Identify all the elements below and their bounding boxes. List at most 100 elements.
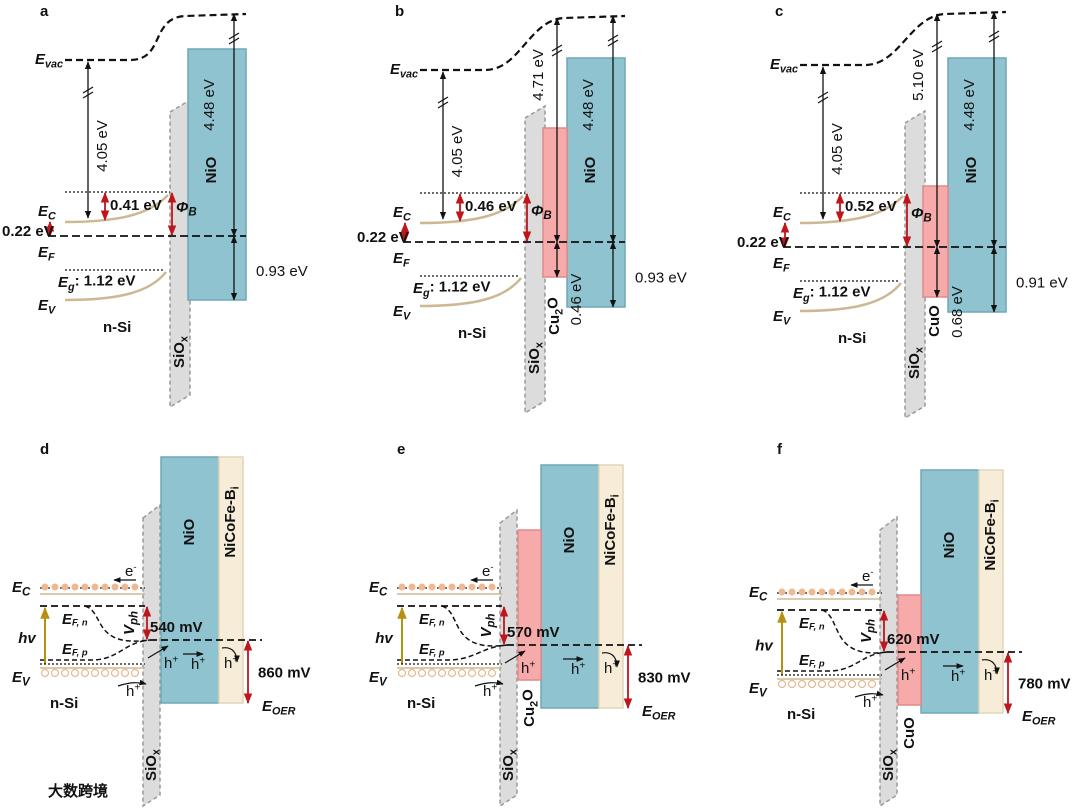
panel-letter: b bbox=[395, 3, 404, 20]
hole bbox=[120, 668, 130, 678]
label-main: Φ bbox=[531, 202, 544, 219]
label-main: E bbox=[773, 204, 784, 221]
axis-break bbox=[817, 96, 829, 104]
energy-label: 4.05 eV bbox=[829, 123, 846, 175]
band-label: EF, p bbox=[62, 641, 88, 658]
electron bbox=[808, 588, 816, 596]
label-main: E bbox=[642, 703, 653, 720]
vacuum-level-label: Evac bbox=[35, 51, 63, 70]
panel-letter: d bbox=[40, 441, 49, 458]
energy-label: 0.68 eV bbox=[949, 286, 966, 338]
label-subscript: F, p bbox=[429, 648, 445, 658]
label-main: E bbox=[262, 698, 273, 715]
label-main: E bbox=[12, 579, 23, 596]
photovoltage-label: Vph bbox=[478, 613, 498, 637]
electron bbox=[91, 583, 99, 591]
photovoltage-value: 540 mV bbox=[150, 619, 203, 636]
axis-break bbox=[437, 101, 449, 109]
label-subscript: V bbox=[403, 310, 411, 322]
photovoltage-value: 570 mV bbox=[507, 624, 560, 641]
carrier-label: e- bbox=[482, 562, 493, 580]
axis-break bbox=[551, 49, 563, 57]
axis-break bbox=[82, 86, 94, 94]
bandgap-label: Eg: 1.12 eV bbox=[413, 278, 491, 299]
hole bbox=[487, 668, 497, 678]
electron bbox=[41, 583, 49, 591]
label-superscript: + bbox=[491, 682, 497, 693]
label-subscript: 2 bbox=[528, 701, 540, 707]
electron bbox=[51, 583, 59, 591]
layer-label: SiOx bbox=[526, 342, 545, 374]
label-main: e bbox=[482, 563, 490, 580]
band-label: EV bbox=[773, 308, 791, 327]
bandgap-label: Eg: 1.12 eV bbox=[58, 272, 136, 293]
photovoltage-label: Vph bbox=[858, 619, 878, 643]
label-superscript: + bbox=[909, 666, 915, 677]
label-main: E bbox=[62, 611, 73, 628]
band-label: EF bbox=[773, 255, 790, 274]
label-subscript: i bbox=[989, 499, 1001, 502]
band-label: EV bbox=[393, 303, 411, 322]
vacuum-level-label: Evac bbox=[770, 56, 798, 75]
axis-break bbox=[551, 44, 563, 52]
label-subscript: i bbox=[229, 486, 241, 489]
oxide-layer bbox=[517, 529, 542, 681]
label-subscript: F bbox=[48, 251, 55, 263]
label-subscript: x bbox=[533, 342, 545, 348]
band-label: EC bbox=[749, 584, 768, 604]
photon-label: hv bbox=[755, 637, 774, 654]
label-main: h bbox=[571, 661, 579, 678]
label-superscript: - bbox=[133, 562, 136, 572]
label-subscript: x bbox=[150, 749, 162, 755]
label-suffix: O bbox=[519, 689, 536, 701]
label-subscript: C bbox=[783, 211, 791, 223]
carrier-arrow bbox=[474, 679, 504, 687]
hole-label: h+ bbox=[483, 682, 497, 700]
label-main: NiCoFe-B bbox=[982, 502, 999, 570]
electron bbox=[458, 583, 466, 591]
energy-label: 4.48 eV bbox=[201, 79, 218, 131]
siox-layer bbox=[169, 98, 191, 409]
layer-label: NiCoFe-Bi bbox=[982, 499, 1001, 570]
label-main: V bbox=[478, 626, 495, 638]
carrier-arrow bbox=[504, 650, 526, 664]
label-main: E bbox=[419, 641, 430, 658]
label-main: E bbox=[799, 652, 810, 669]
label-subscript: F, p bbox=[72, 648, 88, 658]
carrier-arrow bbox=[981, 659, 1000, 675]
label-main: SiO bbox=[171, 342, 188, 368]
layer-label: CuO bbox=[901, 717, 918, 749]
energy-label: 0.46 eV bbox=[568, 274, 585, 326]
label-main: E bbox=[38, 244, 49, 261]
label-subscript: V bbox=[783, 315, 791, 327]
barrier-label: ΦB bbox=[531, 202, 552, 222]
energy-label: 0.93 eV bbox=[635, 269, 687, 286]
energy-label: 4.48 eV bbox=[961, 79, 978, 131]
label-subscript: C bbox=[48, 210, 56, 222]
energy-label: 4.71 eV bbox=[530, 49, 547, 101]
quasi-fermi-p bbox=[40, 639, 151, 661]
hole bbox=[857, 679, 867, 689]
electron bbox=[838, 588, 846, 596]
offset-label: 0.22 eV bbox=[737, 234, 789, 251]
energy-label: 5.10 eV bbox=[910, 49, 927, 101]
band-bending-label: 0.46 eV bbox=[465, 198, 517, 215]
hole bbox=[807, 679, 817, 689]
label-subscript: C bbox=[379, 587, 388, 599]
band-label: EV bbox=[749, 680, 768, 700]
layer-label: SiOx bbox=[880, 749, 899, 781]
label-subscript: OER bbox=[1032, 715, 1056, 727]
label-main: V bbox=[121, 623, 138, 635]
label-main: h bbox=[521, 660, 529, 677]
band-label: EV bbox=[12, 669, 31, 689]
label-subscript: ph bbox=[866, 619, 878, 634]
label-subscript: C bbox=[22, 587, 31, 599]
oxide-layer bbox=[542, 127, 568, 278]
valence-band bbox=[799, 282, 902, 313]
band-label: EC bbox=[773, 204, 791, 223]
hole-label: h+ bbox=[571, 660, 585, 678]
label-suffix: O bbox=[544, 297, 561, 309]
axis-break bbox=[82, 91, 94, 99]
nio-layer bbox=[160, 456, 220, 704]
band-label: EF, p bbox=[419, 641, 445, 658]
